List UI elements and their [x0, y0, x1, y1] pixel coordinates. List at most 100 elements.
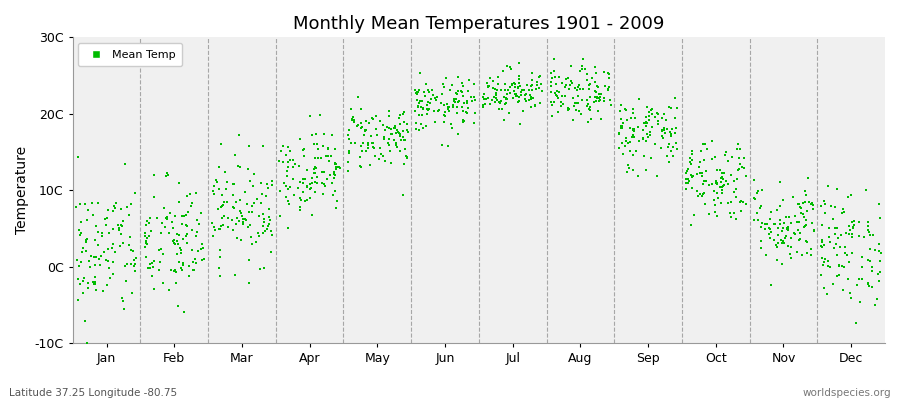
Point	[160, 216, 175, 222]
Point	[393, 130, 408, 137]
Point	[305, 174, 320, 181]
Point	[183, 191, 197, 198]
Point	[698, 201, 712, 208]
Point	[435, 91, 449, 97]
Point	[72, 201, 86, 207]
Point	[116, 240, 130, 247]
Point	[158, 214, 173, 221]
Point	[86, 254, 101, 260]
Point	[368, 153, 382, 159]
Point	[172, 198, 186, 205]
Point	[520, 82, 535, 88]
Point	[575, 63, 590, 70]
Point	[240, 200, 255, 207]
Point	[592, 98, 607, 104]
Point	[616, 119, 630, 126]
Point	[374, 151, 389, 158]
Point	[668, 115, 682, 121]
Point	[770, 224, 785, 231]
Point	[230, 234, 244, 241]
Point	[440, 143, 454, 149]
Point	[186, 267, 201, 274]
Point	[832, 235, 846, 241]
Point	[504, 65, 518, 72]
Point	[508, 90, 523, 97]
Point	[788, 213, 803, 219]
Point	[147, 257, 161, 264]
Point	[354, 142, 368, 149]
Point	[415, 105, 429, 112]
Point	[418, 80, 433, 87]
Point	[300, 183, 314, 189]
Point	[792, 201, 806, 207]
Point	[593, 94, 608, 100]
Point	[657, 111, 671, 117]
Point	[568, 85, 582, 91]
Point	[360, 144, 374, 151]
Point	[186, 267, 201, 273]
Point	[800, 250, 814, 256]
Point	[227, 205, 241, 212]
Point	[589, 89, 603, 95]
Point	[686, 172, 700, 179]
Point	[293, 207, 308, 214]
Point	[840, 252, 854, 258]
Point	[657, 125, 671, 132]
Point	[592, 96, 607, 103]
Point	[735, 164, 750, 170]
Point	[685, 174, 699, 180]
Point	[399, 152, 413, 159]
Point	[456, 82, 471, 89]
Point	[179, 230, 194, 237]
Point	[638, 123, 652, 129]
Point	[241, 142, 256, 149]
Point	[197, 256, 211, 263]
Point	[591, 94, 606, 101]
Point	[263, 216, 277, 223]
Point	[189, 216, 203, 223]
Point	[679, 180, 693, 186]
Point	[684, 222, 698, 228]
Point	[575, 86, 590, 92]
Point	[623, 125, 637, 131]
Point	[236, 216, 250, 222]
Point	[255, 190, 269, 197]
Point	[799, 208, 814, 214]
Point	[344, 106, 358, 113]
Point	[225, 204, 239, 210]
Point	[420, 86, 435, 93]
Point	[430, 94, 445, 100]
Point	[74, 259, 88, 266]
Point	[598, 82, 612, 89]
Point	[655, 115, 670, 122]
Point	[102, 230, 116, 236]
Point	[99, 222, 113, 228]
Point	[100, 214, 114, 221]
Point	[170, 303, 184, 310]
Point	[509, 93, 524, 99]
Point	[256, 218, 271, 225]
Point	[446, 102, 461, 108]
Point	[396, 134, 410, 140]
Point	[76, 275, 91, 281]
Point	[515, 87, 529, 93]
Point	[768, 221, 782, 227]
Point	[128, 190, 142, 196]
Point	[257, 216, 272, 222]
Point	[850, 282, 864, 288]
Point	[78, 239, 93, 246]
Point	[805, 220, 819, 226]
Point	[359, 118, 374, 124]
Point	[242, 208, 256, 215]
Point	[770, 232, 785, 238]
Point	[212, 265, 226, 272]
Point	[124, 200, 139, 207]
Point	[294, 197, 309, 203]
Point	[214, 214, 229, 221]
Point	[518, 91, 533, 98]
Point	[739, 201, 753, 208]
Point	[837, 208, 851, 215]
Point	[660, 153, 674, 159]
Point	[580, 76, 594, 83]
Point	[804, 201, 818, 208]
